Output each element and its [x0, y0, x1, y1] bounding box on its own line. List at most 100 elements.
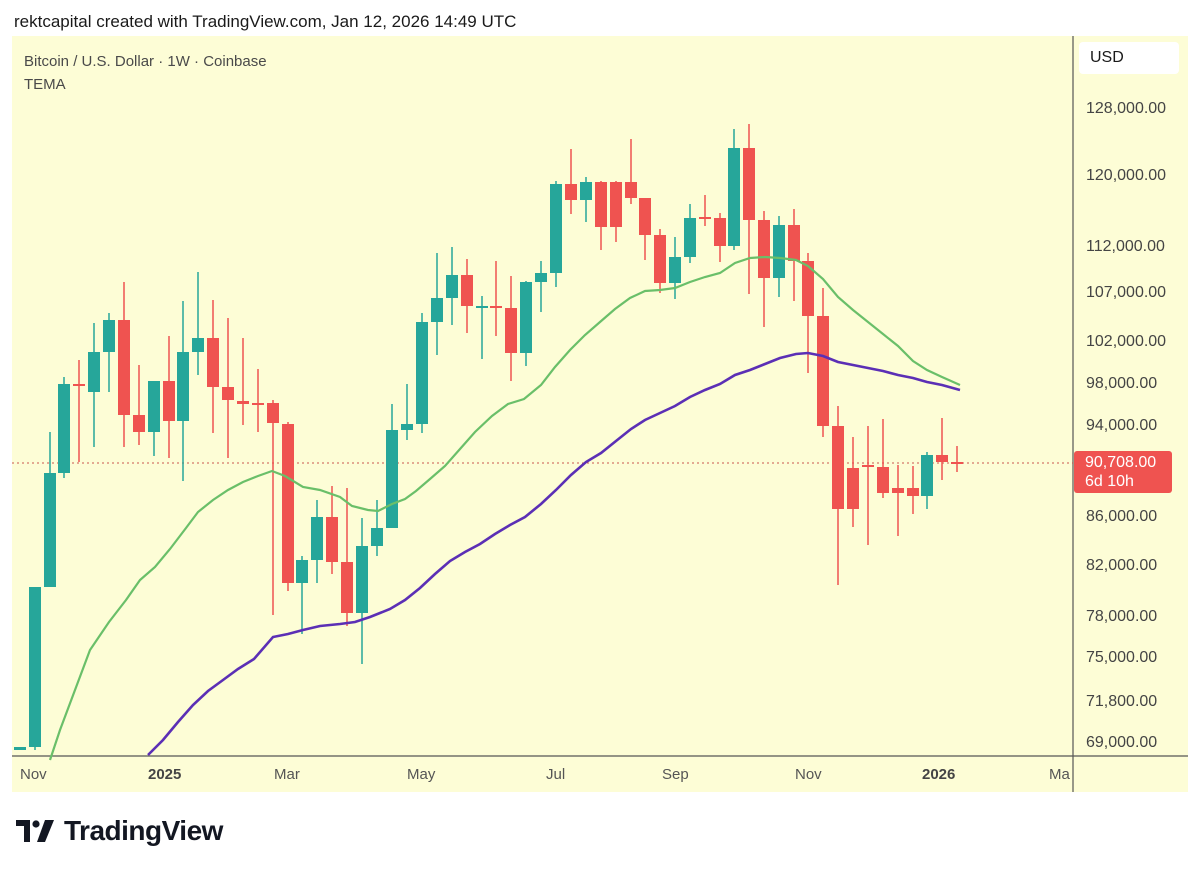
bearish-candle [252, 403, 264, 405]
bearish-candle [282, 424, 294, 583]
price-tick-label: 75,000.00 [1086, 649, 1158, 666]
bullish-candle [520, 282, 532, 353]
price-tick-label: 94,000.00 [1086, 417, 1158, 434]
bearish-candle [237, 401, 249, 404]
bullish-candle [386, 430, 398, 528]
bearish-candle [73, 384, 85, 386]
bullish-candle [371, 528, 383, 546]
time-tick-label: Sep [662, 766, 689, 783]
bearish-candle [714, 218, 726, 246]
bullish-candle [773, 225, 785, 278]
tema-fast-line [48, 255, 961, 761]
bullish-candle [550, 184, 562, 273]
bearish-candle [639, 198, 651, 235]
bearish-candle [505, 308, 517, 353]
bullish-candle [535, 273, 547, 282]
bearish-candle [461, 275, 473, 306]
tradingview-logo-icon [16, 820, 54, 842]
bullish-candle [148, 381, 160, 432]
bullish-candle [476, 306, 488, 308]
tema-slow-line [147, 351, 961, 756]
bearish-candle [118, 320, 130, 415]
bullish-candle [684, 218, 696, 257]
bearish-candle [163, 381, 175, 421]
bearish-candle [892, 488, 904, 493]
price-tick-label: 78,000.00 [1086, 608, 1158, 625]
bearish-candle [207, 338, 219, 387]
price-tick-label: 98,000.00 [1086, 375, 1158, 392]
bullish-candle [446, 275, 458, 298]
bearish-candle [758, 220, 770, 278]
bearish-candle [267, 403, 279, 423]
time-tick-label: 2025 [148, 766, 182, 783]
time-tick-label: May [407, 766, 436, 783]
bearish-candle [341, 562, 353, 613]
bearish-candle [951, 462, 963, 464]
chart-legend: Bitcoin / U.S. Dollar · 1W · Coinbase TE… [24, 50, 267, 96]
bullish-candle [58, 384, 70, 473]
bearish-candle [877, 467, 889, 493]
price-tick-label: 128,000.00 [1086, 100, 1167, 117]
bearish-candle [788, 225, 800, 261]
tradingview-wordmark: TradingView [64, 815, 223, 846]
tradingview-logo: TradingView [16, 815, 223, 847]
bearish-candle [817, 316, 829, 426]
chart-caption: rektcapital created with TradingView.com… [14, 12, 517, 31]
time-tick-label: Mar [274, 766, 300, 783]
bullish-candle [921, 455, 933, 496]
bullish-candle [669, 257, 681, 283]
bullish-candle [14, 747, 26, 750]
price-tick-label: 69,000.00 [1086, 734, 1158, 751]
bearish-candle [610, 182, 622, 227]
bearish-candle [743, 148, 755, 220]
bar-countdown: 6d 10h [1085, 473, 1134, 490]
bearish-candle [326, 517, 338, 562]
price-tick-label: 107,000.00 [1086, 284, 1167, 301]
bullish-candle [177, 352, 189, 421]
bullish-candle [311, 517, 323, 560]
bullish-candle [431, 298, 443, 322]
bearish-candle [625, 182, 637, 198]
bearish-candle [907, 488, 919, 496]
current-price-tag: 90,708.00 6d 10h [1074, 451, 1172, 493]
bearish-candle [565, 184, 577, 200]
bullish-candle [580, 182, 592, 200]
bullish-candle [416, 322, 428, 424]
bearish-candle [595, 182, 607, 227]
bearish-candle [802, 261, 814, 316]
indicator-label[interactable]: TEMA [24, 76, 66, 93]
bullish-candle [728, 148, 740, 246]
symbol-title[interactable]: Bitcoin / U.S. Dollar · 1W · Coinbase [24, 53, 267, 70]
bullish-candle [296, 560, 308, 583]
time-tick-label: Jul [546, 766, 566, 783]
bullish-candle [44, 473, 56, 587]
current-price-label: 90,708.00 [1085, 454, 1157, 471]
bearish-candle [862, 465, 874, 467]
time-tick-label: Nov [20, 766, 47, 783]
bearish-candle [847, 468, 859, 509]
price-tick-label: 86,000.00 [1086, 508, 1158, 525]
chart-pane[interactable] [12, 36, 1188, 792]
bullish-candle [192, 338, 204, 352]
bearish-candle [699, 217, 711, 219]
candles-group [14, 124, 963, 750]
price-tick-label: 112,000.00 [1086, 238, 1165, 255]
currency-selector[interactable]: USD [1079, 42, 1179, 74]
bearish-candle [654, 235, 666, 283]
bearish-candle [490, 306, 502, 308]
bullish-candle [88, 352, 100, 392]
time-tick-label: Nov [795, 766, 822, 783]
bearish-candle [222, 387, 234, 400]
bullish-candle [103, 320, 115, 352]
bullish-candle [356, 546, 368, 613]
bullish-candle [29, 587, 41, 747]
bearish-candle [832, 426, 844, 509]
bearish-candle [133, 415, 145, 432]
price-tick-label: 82,000.00 [1086, 557, 1158, 574]
bullish-candle [401, 424, 413, 430]
price-tick-label: 102,000.00 [1086, 333, 1167, 350]
bearish-candle [936, 455, 948, 462]
time-tick-label: Ma [1049, 766, 1070, 783]
price-tick-label: 120,000.00 [1086, 167, 1167, 184]
